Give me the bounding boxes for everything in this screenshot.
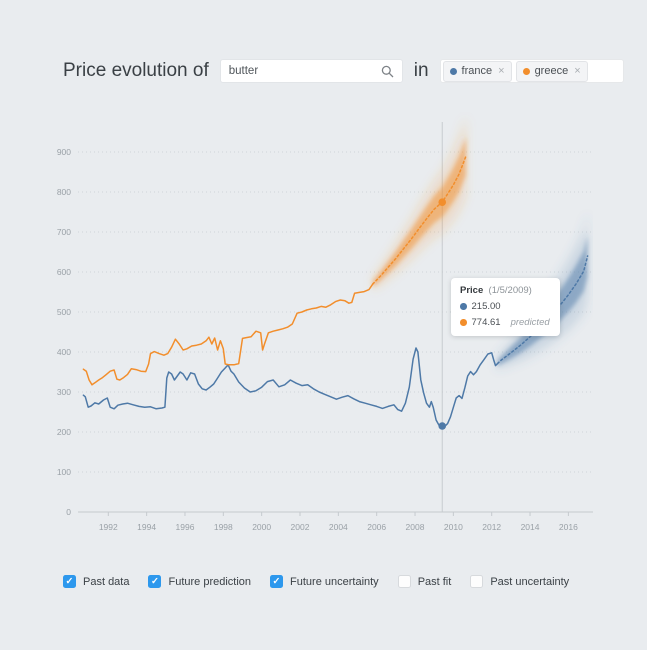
tag-greece-remove-icon[interactable]: ×	[574, 65, 581, 77]
option-label: Past uncertainty	[490, 575, 570, 588]
option-label: Future prediction	[168, 575, 252, 588]
x-tick-label: 2012	[482, 522, 501, 532]
checked-checkbox[interactable]	[148, 575, 162, 588]
greece-dot-icon	[460, 319, 467, 326]
x-tick-label: 2008	[406, 522, 425, 532]
x-tick-label: 2004	[329, 522, 348, 532]
country-tags-box[interactable]: france × greece ×	[439, 59, 624, 83]
x-tick-label: 2006	[367, 522, 386, 532]
option-future-prediction[interactable]: Future prediction	[148, 575, 251, 588]
x-tick-label: 2002	[291, 522, 310, 532]
series-france-past	[82, 347, 499, 428]
x-tick-label: 2010	[444, 522, 463, 532]
page-title: Price evolution of	[63, 60, 209, 81]
chart-tooltip: Price (1/5/2009) 215.00 774.61 predicted	[451, 278, 560, 337]
option-label: Past fit	[417, 575, 452, 588]
y-tick-label: 200	[57, 427, 71, 437]
y-tick-label: 400	[57, 347, 71, 357]
product-search-box[interactable]	[219, 59, 403, 83]
x-tick-label: 1992	[99, 522, 118, 532]
tooltip-predicted-note: predicted	[510, 316, 550, 328]
option-label: Future uncertainty	[290, 575, 379, 588]
header: Price evolution of in france × greece ×	[63, 59, 624, 83]
checked-checkbox[interactable]	[270, 575, 284, 588]
x-tick-label: 1998	[214, 522, 233, 532]
display-options: Past data Future prediction Future uncerta…	[63, 575, 569, 588]
option-label: Past data	[83, 575, 130, 588]
greece-prediction-uncertainty-inner	[372, 136, 466, 288]
tag-france-remove-icon[interactable]: ×	[498, 65, 505, 77]
option-past-data[interactable]: Past data	[63, 575, 129, 588]
x-tick-label: 1994	[137, 522, 156, 532]
y-tick-label: 600	[57, 267, 71, 277]
x-tick-label: 2016	[559, 522, 578, 532]
option-past-uncertainty[interactable]: Past uncertainty	[470, 575, 569, 588]
y-tick-label: 900	[57, 147, 71, 157]
tag-greece-label: greece	[534, 65, 569, 77]
tooltip-greece-value: 774.61	[471, 316, 501, 328]
y-tick-label: 100	[57, 467, 71, 477]
tag-greece[interactable]: greece ×	[515, 60, 588, 82]
france-dot-icon	[460, 303, 467, 310]
greece-color-dot	[522, 67, 530, 75]
y-tick-label: 700	[57, 227, 71, 237]
greece-hover-point	[438, 198, 447, 206]
france-color-dot	[449, 67, 457, 75]
greece-prediction-uncertainty-outer	[372, 116, 466, 291]
search-icon	[381, 65, 394, 77]
tooltip-france-value: 215.00	[471, 300, 501, 312]
tooltip-title-row: Price (1/5/2009)	[460, 285, 532, 296]
x-tick-label: 2014	[521, 522, 540, 532]
tooltip-title: Price	[460, 285, 484, 296]
unchecked-checkbox[interactable]	[397, 575, 411, 588]
tag-france-label: france	[461, 65, 493, 77]
option-future-uncertainty[interactable]: Future uncertainty	[270, 575, 379, 588]
preposition-label: in	[413, 60, 429, 81]
unchecked-checkbox[interactable]	[470, 575, 484, 588]
x-tick-label: 1996	[176, 522, 195, 532]
tooltip-row-france: 215.00	[460, 300, 550, 314]
x-tick-label: 2000	[252, 522, 271, 532]
x-axis: 1992 1994 1996 1998 2000 2002 2004 2006 2008 2010…	[78, 511, 593, 532]
y-tick-label: 0	[66, 507, 71, 517]
search-input[interactable]	[228, 65, 381, 77]
france-hover-point	[438, 422, 447, 430]
series-greece-past	[82, 283, 374, 386]
y-tick-label: 500	[57, 307, 71, 317]
tag-france[interactable]: france ×	[442, 60, 512, 82]
y-tick-label: 800	[57, 187, 71, 197]
tooltip-row-greece: 774.61 predicted	[460, 316, 550, 330]
series-greece-prediction	[372, 155, 467, 285]
y-tick-label: 300	[57, 387, 71, 397]
checked-checkbox[interactable]	[63, 575, 76, 588]
option-past-fit[interactable]: Past fit	[397, 575, 452, 588]
